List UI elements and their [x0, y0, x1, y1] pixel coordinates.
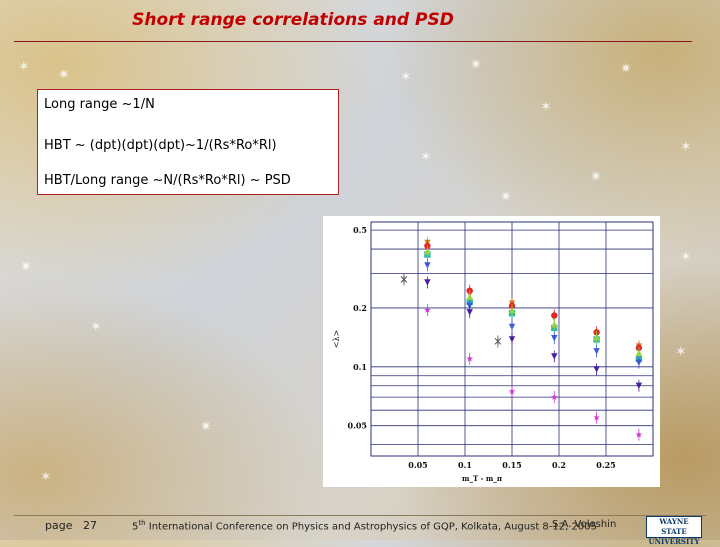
x-tick-label: 0.05 [408, 460, 427, 470]
data-point [424, 262, 431, 269]
data-point [466, 302, 473, 310]
data-point [424, 279, 431, 286]
data-point [551, 312, 558, 319]
conference-sup: th [138, 519, 146, 527]
data-point [551, 335, 558, 342]
background-star-icon: ✷ [200, 419, 212, 435]
data-point [466, 309, 473, 316]
data-point [508, 306, 516, 314]
x-tick-label: 0.15 [502, 460, 521, 470]
background-star-icon: ✷ [58, 67, 70, 83]
background-star-icon: ✷ [620, 61, 632, 77]
formula-line-hbt: HBT ~ (dpt)(dpt)(dpt)~1/(Rs*Ro*Rl) [44, 138, 277, 153]
y-tick-label: 0.1 [353, 362, 367, 372]
y-tick-label: 0.2 [353, 303, 367, 313]
data-point [466, 355, 474, 362]
data-point [550, 393, 558, 400]
x-axis-label: m_T - m_π [462, 474, 502, 483]
background-star-icon: ✶ [675, 344, 687, 360]
conference-number: 5 [132, 521, 139, 533]
background-star-icon: ✶ [540, 99, 552, 115]
footer-divider [14, 515, 706, 516]
data-point [635, 359, 643, 366]
background-star-icon: ✷ [470, 57, 482, 73]
x-tick-label: 0.1 [458, 460, 472, 470]
formula-line-psd: HBT/Long range ~N/(Rs*Ro*Rl) ~ PSD [44, 173, 291, 188]
data-point [466, 293, 473, 301]
data-point [635, 349, 643, 356]
formula-line-long-range: Long range ~1/N [44, 97, 155, 112]
logo-line-1: WAYNE STATE [659, 517, 689, 536]
background-star-icon: ✶ [18, 59, 30, 75]
data-point [508, 387, 516, 395]
background-star-icon: ✶ [680, 249, 692, 265]
background-star-icon: ✷ [500, 189, 512, 205]
formula-box: Long range ~1/N HBT ~ (dpt)(dpt)(dpt)~1/… [37, 89, 339, 195]
conference-name: 5th International Conference on Physics … [132, 519, 597, 532]
y-tick-label: 0.5 [353, 225, 367, 235]
lambda-chart-svg: 0.05 0.1 0.15 0.2 0.25 0.05 0.1 0.2 0.5 m_T - m_π… [332, 221, 654, 483]
data-point [508, 323, 516, 331]
page-indicator: page 27 [45, 519, 97, 532]
data-point [400, 275, 408, 283]
data-point [593, 333, 600, 341]
data-point [593, 414, 600, 421]
background-star-icon: ✷ [20, 259, 32, 275]
data-point [635, 431, 643, 438]
university-logo: WAYNE STATE UNIVERSITY [646, 516, 702, 546]
background-star-icon: ✶ [680, 139, 692, 155]
background-star-icon: ✶ [400, 69, 412, 85]
y-axis-label: <λ> [332, 330, 341, 348]
author-name: S.A. Voloshin [552, 519, 617, 530]
conference-text: International Conference on Physics and … [148, 521, 597, 533]
data-point [466, 287, 473, 294]
background-star-icon: ✶ [420, 149, 432, 165]
data-point [593, 348, 600, 355]
data-point [424, 248, 431, 255]
background-star-icon: ✶ [90, 319, 102, 335]
data-point [551, 321, 558, 328]
data-point [551, 353, 558, 360]
x-tick-label: 0.2 [552, 460, 566, 470]
slide-title: Short range correlations and PSD [132, 10, 454, 30]
title-divider [14, 41, 692, 42]
logo-line-2: UNIVERSITY [648, 537, 700, 546]
page-label: page [45, 519, 73, 532]
y-tick-label: 0.05 [348, 421, 367, 431]
page-number: 27 [82, 519, 97, 532]
data-point [424, 306, 431, 313]
data-point [508, 336, 516, 343]
x-tick-label: 0.25 [596, 460, 615, 470]
background-star-icon: ✶ [40, 469, 52, 485]
background-star-icon: ✷ [590, 169, 602, 185]
data-point [635, 382, 643, 389]
data-point [494, 337, 502, 345]
data-point [593, 366, 600, 373]
lambda-plot: 0.05 0.1 0.15 0.2 0.25 0.05 0.1 0.2 0.5 m_T - m_π… [323, 216, 660, 487]
